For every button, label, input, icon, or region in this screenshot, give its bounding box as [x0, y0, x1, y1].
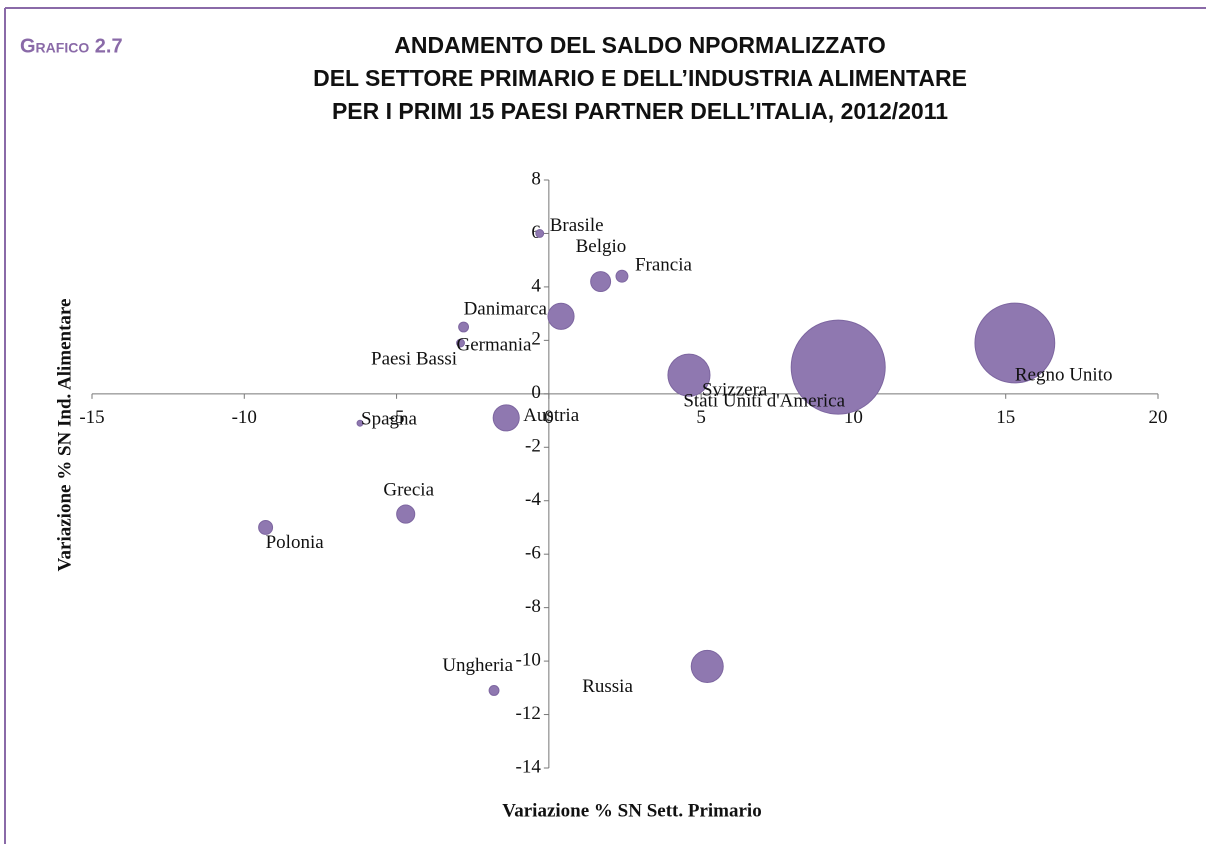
y-axis-title: Variazione % SN Ind. Alimentare [54, 299, 75, 572]
x-tick-label: 0 [544, 407, 554, 428]
x-tick-label: 5 [696, 407, 706, 428]
bubble [258, 519, 274, 535]
point-label: Svizzera [702, 379, 768, 400]
y-tick-label: -14 [516, 756, 542, 777]
point-label: Regno Unito [1015, 364, 1113, 385]
y-tick-label: 2 [531, 329, 541, 350]
y-tick-label: -4 [525, 489, 541, 510]
bubble [396, 504, 416, 524]
y-tick-label: 4 [531, 275, 541, 296]
chart-title: PER I PRIMI 15 PAESI PARTNER DELL’ITALIA… [332, 98, 948, 124]
y-tick-label: -10 [516, 649, 541, 670]
bubble [590, 271, 612, 293]
y-tick-label: -6 [525, 543, 541, 564]
figure-label: Grafico 2.7 [20, 35, 123, 57]
point-label: Francia [635, 255, 693, 276]
bubble [456, 338, 465, 348]
y-tick-label: -12 [516, 703, 541, 724]
bubble [535, 229, 545, 238]
x-tick-label: -10 [232, 407, 257, 428]
bubble [547, 302, 575, 330]
point-label: Austria [523, 405, 580, 426]
chart-title: ANDAMENTO DEL SALDO NPORMALIZZATO [394, 32, 886, 58]
point-label: Stati Uniti d'America [683, 390, 845, 411]
point-label: Grecia [383, 479, 434, 500]
x-axis-title: Variazione % SN Sett. Primario [502, 800, 761, 821]
y-tick-label: 8 [531, 168, 541, 189]
y-tick-label: -8 [525, 596, 541, 617]
x-tick-label: 20 [1149, 407, 1168, 428]
y-tick-label: -2 [525, 436, 541, 457]
point-label: Spagna [361, 409, 418, 430]
bubble [488, 685, 500, 696]
point-label: Danimarca [464, 298, 548, 319]
point-label: Paesi Bassi [371, 349, 457, 370]
point-label: Belgio [576, 236, 627, 257]
y-tick-label: 0 [531, 382, 541, 403]
bubble [974, 302, 1056, 384]
point-label: Ungheria [442, 655, 513, 676]
x-tick-label: -15 [79, 407, 104, 428]
bubble [790, 319, 886, 415]
bubble [492, 404, 520, 432]
x-tick-label: 15 [996, 407, 1015, 428]
point-label: Brasile [550, 215, 604, 236]
point-label: Germania [457, 334, 532, 355]
x-tick-label: -5 [389, 407, 405, 428]
bubble [667, 353, 711, 397]
bubble [356, 419, 364, 427]
bubble [690, 649, 724, 683]
chart-title: DEL SETTORE PRIMARIO E DELL’INDUSTRIA AL… [313, 65, 967, 91]
bubble [458, 321, 470, 333]
bubble [615, 269, 629, 283]
point-label: Russia [582, 676, 633, 697]
point-label: Polonia [266, 532, 325, 553]
